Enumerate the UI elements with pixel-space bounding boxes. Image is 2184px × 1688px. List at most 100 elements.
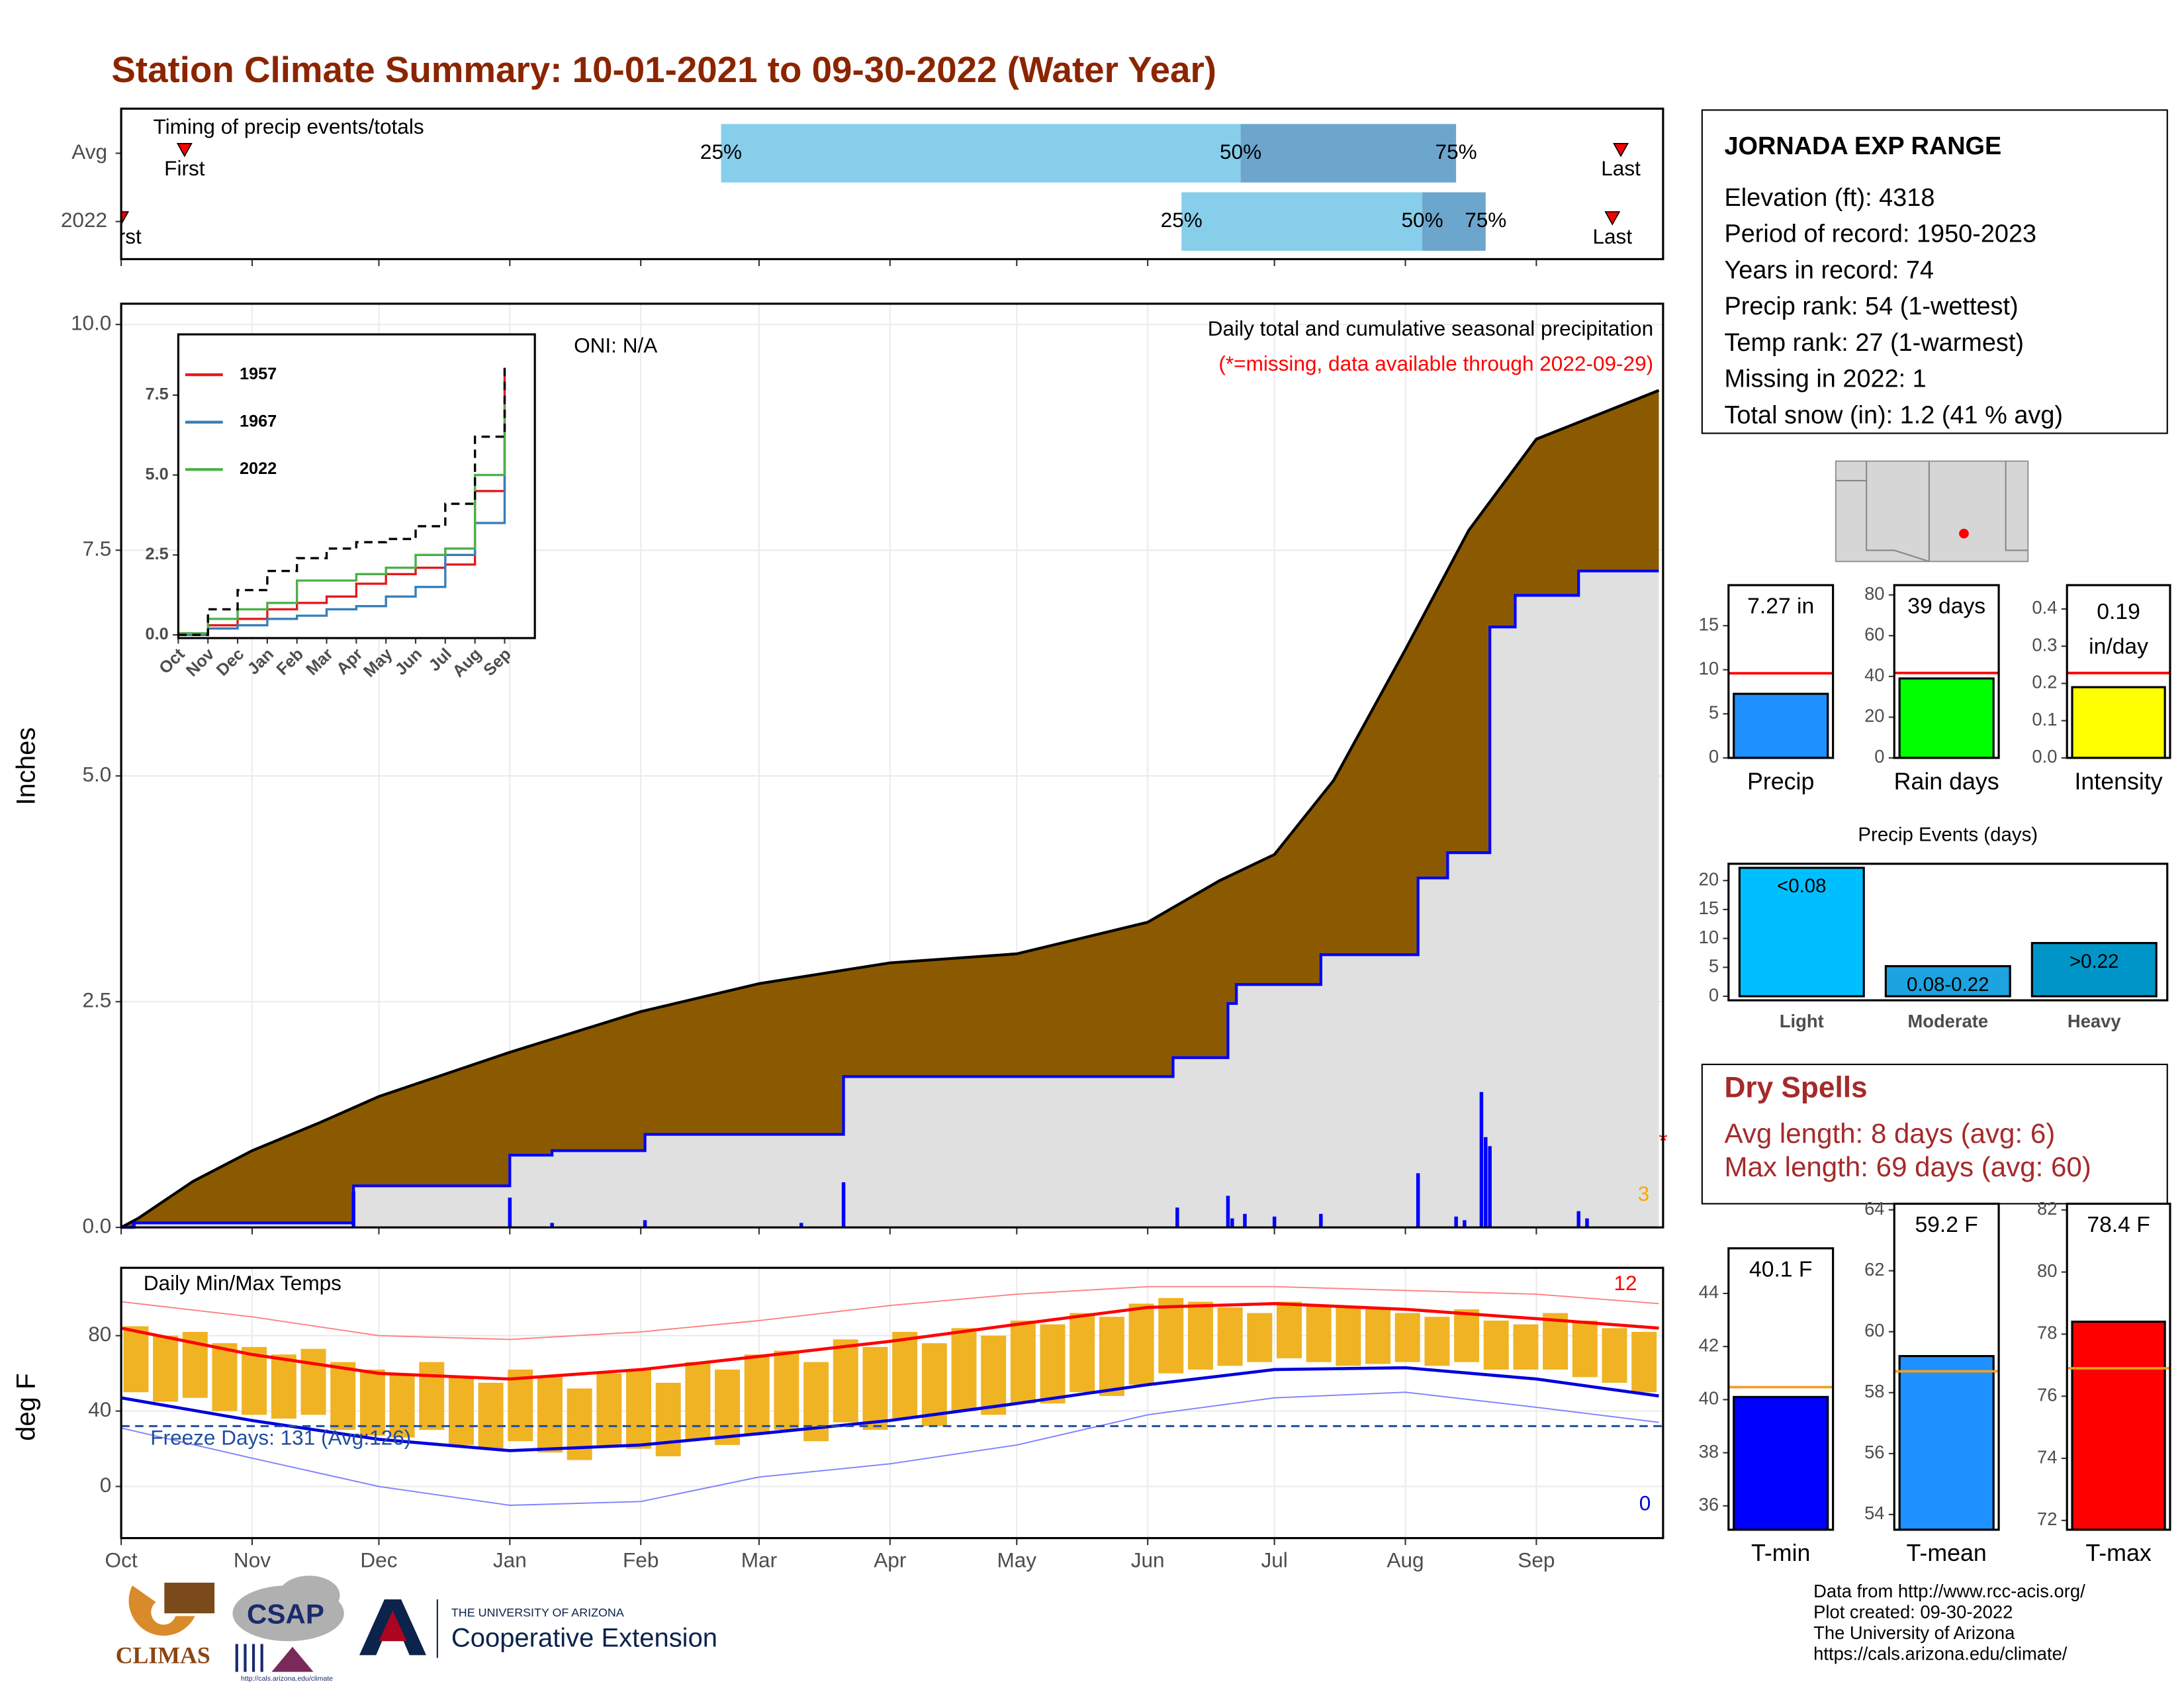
y-tick-label: 74 bbox=[2037, 1446, 2057, 1467]
category-label: Intensity bbox=[2074, 768, 2162, 794]
count-annotation: 3 bbox=[1638, 1182, 1650, 1205]
temp-line bbox=[120, 1286, 1659, 1340]
y-tick-label: 0.1 bbox=[2032, 709, 2057, 729]
daily-precip-bar bbox=[1479, 1092, 1484, 1228]
station-info-lines: Elevation (ft): 4318 Period of record: 1… bbox=[1724, 184, 2063, 429]
y-tick-label: 40 bbox=[1699, 1388, 1719, 1409]
y-tick-label: 72 bbox=[2037, 1509, 2057, 1529]
daily-precip-bar bbox=[1319, 1213, 1323, 1228]
category-label: Light bbox=[1780, 1011, 1824, 1031]
ua-line1: THE UNIVERSITY OF ARIZONA bbox=[451, 1606, 624, 1619]
daily-precip-bar bbox=[550, 1223, 554, 1228]
panel-frame bbox=[1727, 1247, 1835, 1531]
y-tick-label: 0 bbox=[100, 1473, 112, 1497]
y-tick-label: 5 bbox=[1709, 702, 1719, 723]
daily-precip-bar bbox=[1585, 1218, 1589, 1228]
panel-title: Daily total and cumulative seasonal prec… bbox=[1208, 316, 1653, 340]
y-tick-label: 7.5 bbox=[146, 385, 169, 404]
legend-label: 1957 bbox=[240, 365, 277, 383]
logos: CLIMAS CSAP http://cals.arizona.edu/clim… bbox=[116, 1575, 717, 1683]
cumulative-line bbox=[178, 443, 506, 636]
daily-temp-range bbox=[1336, 1307, 1361, 1366]
panel-frame bbox=[120, 107, 1664, 261]
y-axis-title: Inches bbox=[12, 727, 41, 806]
daily-temp-range bbox=[951, 1328, 977, 1411]
daily-temp-range bbox=[1247, 1313, 1273, 1362]
cumulative-line bbox=[178, 404, 506, 635]
daily-temp-range bbox=[833, 1339, 858, 1423]
bin-label: <0.08 bbox=[1777, 875, 1827, 897]
cumulative-line bbox=[178, 363, 506, 636]
first-marker bbox=[176, 142, 193, 158]
csap-url: http://cals.arizona.edu/climate bbox=[241, 1675, 333, 1683]
x-tick-label: Feb bbox=[623, 1548, 659, 1572]
daily-temp-range bbox=[1128, 1303, 1154, 1385]
csap-bars bbox=[235, 1644, 263, 1672]
daily-precip-bar bbox=[1488, 1146, 1492, 1228]
category-label: Precip bbox=[1747, 768, 1814, 794]
quantile-bar bbox=[1181, 192, 1423, 251]
panel-title: Timing of precip events/totals bbox=[154, 115, 424, 138]
x-tick-label: Sep bbox=[1518, 1548, 1555, 1572]
value-label: 0.19 bbox=[2097, 600, 2140, 624]
y-tick-label: 0.2 bbox=[2032, 672, 2057, 692]
y-tick-label: 80 bbox=[1864, 583, 1884, 604]
footer: Data from http://www.rcc-acis.org/ Plot … bbox=[1813, 1581, 2085, 1664]
info-line: Years in record: 74 bbox=[1724, 256, 1934, 284]
category-label: T-mean bbox=[1907, 1540, 1987, 1566]
figure-title: Station Climate Summary: 10-01-2021 to 0… bbox=[111, 49, 1216, 90]
x-tick-label: Jul bbox=[1261, 1548, 1287, 1572]
y-tick-label: 78 bbox=[2037, 1323, 2057, 1343]
bar bbox=[1898, 1354, 1995, 1531]
last-marker bbox=[1613, 142, 1629, 158]
cumulative-line bbox=[121, 569, 1659, 1229]
y-tick-label: 44 bbox=[1699, 1282, 1719, 1302]
footer-line: Plot created: 09-30-2022 bbox=[1813, 1601, 2013, 1622]
info-line: Total snow (in): 1.2 (41 % avg) bbox=[1724, 401, 2063, 429]
bar bbox=[1733, 1395, 1829, 1531]
category-label: T-min bbox=[1751, 1540, 1810, 1566]
y-tick-label: 10 bbox=[1699, 658, 1719, 679]
bar bbox=[1898, 677, 1995, 759]
daily-precip-bar bbox=[1175, 1207, 1179, 1228]
y-tick-label: 0.0 bbox=[146, 625, 169, 643]
y-tick-label: 82 bbox=[2037, 1198, 2057, 1219]
y-tick-label: 2.5 bbox=[83, 988, 112, 1012]
panel-frame bbox=[120, 303, 1664, 1229]
info-line: Precip rank: 54 (1-wettest) bbox=[1724, 293, 2018, 320]
y-tick-label: 60 bbox=[1864, 624, 1884, 645]
timing-clip-group: 25% 50% 75% First Last 25% 50% 75% First Last bbox=[121, 124, 1641, 251]
daily-precip-bar bbox=[643, 1220, 647, 1228]
daily-temp-range bbox=[1069, 1313, 1095, 1393]
y-tick-label: 2.5 bbox=[146, 545, 169, 563]
freeze-label: Freeze Days: 131 (Avg:126) bbox=[150, 1425, 411, 1449]
daily-temp-range bbox=[1483, 1320, 1509, 1370]
ua-logo bbox=[359, 1599, 427, 1656]
last-marker bbox=[1604, 211, 1621, 226]
bar bbox=[1738, 867, 1865, 998]
panel-title: Daily Min/Max Temps bbox=[144, 1271, 341, 1295]
bar bbox=[2071, 686, 2166, 759]
y-tick-label: 0.0 bbox=[83, 1214, 112, 1238]
panel-frame bbox=[1893, 584, 2000, 759]
quantile-label: 25% bbox=[1161, 208, 1203, 232]
y-tick-label: 20 bbox=[1699, 868, 1719, 889]
state-borders bbox=[1835, 461, 2028, 563]
y-tick-label: 0.3 bbox=[2032, 634, 2057, 655]
y-tick-label: 58 bbox=[1864, 1381, 1884, 1401]
unit-label: in/day bbox=[2089, 635, 2148, 659]
daily-temp-range bbox=[1454, 1309, 1480, 1362]
y-tick-label: 42 bbox=[1699, 1335, 1719, 1355]
value-label: 7.27 in bbox=[1747, 594, 1814, 619]
y-tick-label: 0.0 bbox=[2032, 746, 2057, 767]
y-tick-label: 5 bbox=[1709, 956, 1719, 976]
daily-temp-range bbox=[1424, 1317, 1450, 1366]
daily-temp-range bbox=[1099, 1317, 1124, 1396]
x-tick-label: Oct bbox=[105, 1548, 138, 1572]
value-label: 78.4 F bbox=[2087, 1213, 2150, 1237]
daily-temp-range bbox=[685, 1362, 711, 1440]
daily-temp-range bbox=[1277, 1301, 1302, 1358]
y-tick-label: 10.0 bbox=[71, 311, 111, 335]
daily-temp-range bbox=[478, 1382, 504, 1449]
daily-precip-bar bbox=[841, 1182, 846, 1228]
